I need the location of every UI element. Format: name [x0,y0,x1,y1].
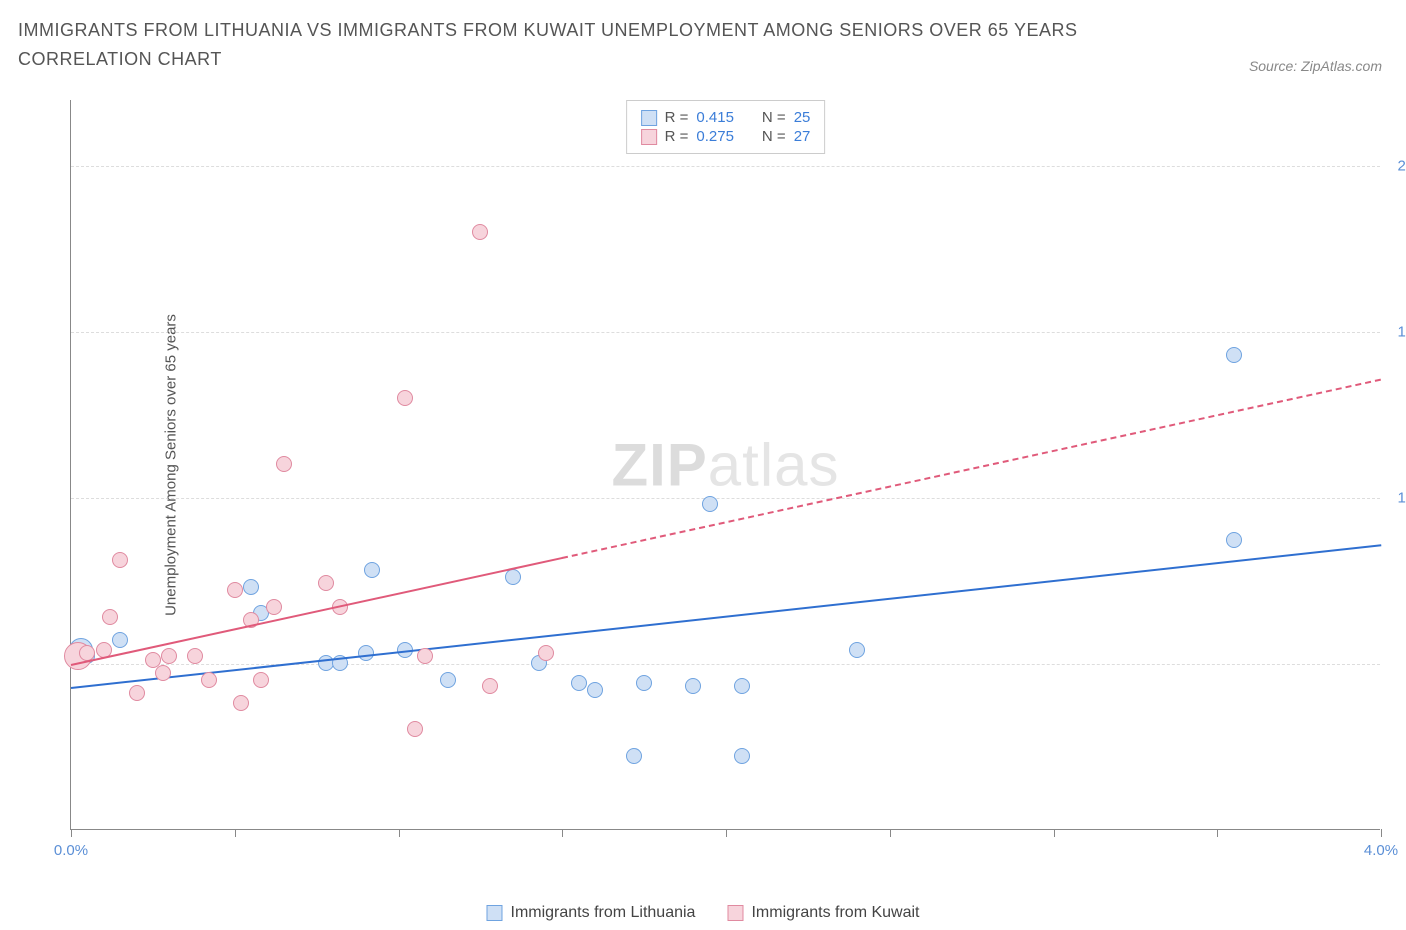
data-point [266,599,282,615]
series-legend-item: Immigrants from Kuwait [727,904,919,922]
x-tick [71,829,72,837]
x-tick [726,829,727,837]
series-name: Immigrants from Kuwait [751,904,919,922]
data-point [155,665,171,681]
series-legend: Immigrants from Lithuania Immigrants from… [486,904,919,922]
legend-n-label: N = [762,128,786,145]
legend-swatch [727,905,743,921]
data-point [201,672,217,688]
legend-r-value: 0.275 [696,128,734,145]
data-point [1226,347,1242,363]
data-point [187,648,203,664]
data-point [685,678,701,694]
data-point [129,685,145,701]
data-point [538,645,554,661]
data-point [482,678,498,694]
legend-r-value: 0.415 [696,109,734,126]
gridline [71,498,1380,499]
y-tick-label: 10.0% [1390,490,1406,507]
data-point [702,496,718,512]
data-point [227,582,243,598]
data-point [318,575,334,591]
data-point [440,672,456,688]
watermark: ZIPatlas [611,430,839,499]
data-point [243,579,259,595]
x-tick [1054,829,1055,837]
legend-swatch [486,905,502,921]
y-tick-label: 5.0% [1390,656,1406,673]
chart-area: ZIPatlas R =0.415N =25R =0.275N =27 5.0%… [70,100,1380,830]
trend-line [71,557,563,666]
data-point [102,609,118,625]
x-tick-label: 0.0% [54,842,88,859]
data-point [734,748,750,764]
legend-row: R = 0.275 N = 27 [641,128,811,145]
y-tick-label: 20.0% [1390,158,1406,175]
x-tick [399,829,400,837]
legend-swatch [641,110,657,126]
data-point [587,682,603,698]
data-point [734,678,750,694]
data-point [276,456,292,472]
legend-r-label: R = [665,109,689,126]
source-attribution: Source: ZipAtlas.com [1249,58,1382,74]
x-tick [235,829,236,837]
data-point [112,552,128,568]
legend-n-value: 27 [794,128,811,145]
trend-line [562,379,1381,559]
y-axis-title: Unemployment Among Seniors over 65 years [162,314,179,616]
data-point [364,562,380,578]
legend-n-label: N = [762,109,786,126]
data-point [233,695,249,711]
data-point [636,675,652,691]
legend-r-label: R = [665,128,689,145]
legend-row: R = 0.415 N = 25 [641,109,811,126]
data-point [253,672,269,688]
gridline [71,166,1380,167]
data-point [571,675,587,691]
x-tick-label: 4.0% [1364,842,1398,859]
data-point [407,721,423,737]
data-point [849,642,865,658]
x-tick [890,829,891,837]
data-point [417,648,433,664]
data-point [626,748,642,764]
series-name: Immigrants from Lithuania [510,904,695,922]
x-tick [1381,829,1382,837]
gridline [71,332,1380,333]
correlation-legend: R = 0.415 N = 25 R = 0.275 N = 27 [626,100,826,154]
data-point [161,648,177,664]
legend-n-value: 25 [794,109,811,126]
plot-region: ZIPatlas R =0.415N =25R =0.275N =27 5.0%… [70,100,1380,830]
x-tick [1217,829,1218,837]
chart-title: IMMIGRANTS FROM LITHUANIA VS IMMIGRANTS … [18,16,1206,74]
data-point [505,569,521,585]
y-tick-label: 15.0% [1390,324,1406,341]
data-point [472,224,488,240]
data-point [1226,532,1242,548]
x-tick [562,829,563,837]
data-point [112,632,128,648]
legend-swatch [641,129,657,145]
data-point [358,645,374,661]
data-point [397,390,413,406]
series-legend-item: Immigrants from Lithuania [486,904,695,922]
